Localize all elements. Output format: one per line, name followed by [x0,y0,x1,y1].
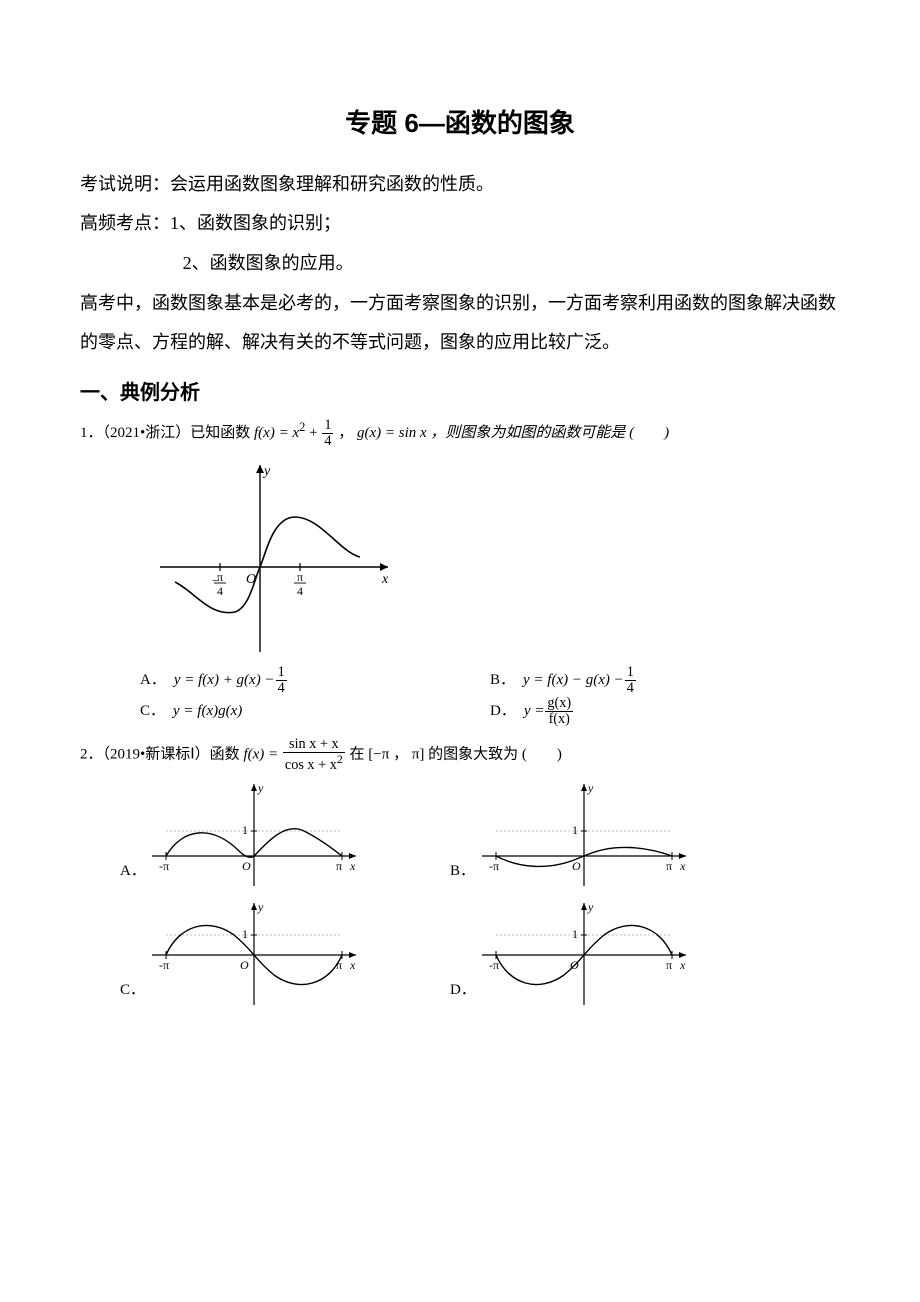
p1-graph-svg: y x O − π 4 π 4 [150,457,400,657]
svg-text:y: y [257,781,264,795]
p2-graph-a: y x O -π π 1 [144,776,364,891]
intro-line-4: 高考中，函数图象基本是必考的，一方面考察图象的识别，一方面考察利用函数的图象解决… [80,284,840,363]
p1-optD-frac-den: f(x) [545,712,573,727]
page-title: 专题 6—函数的图象 [80,100,840,147]
svg-text:1: 1 [242,927,248,941]
svg-text:π: π [666,958,672,972]
p2-cell-a: A． y x O -π π 1 [120,776,450,891]
svg-text:π: π [336,859,342,873]
p2-prefix: 2．（2019•新课标Ⅰ）函数 [80,746,243,762]
svg-text:O: O [240,958,249,972]
p2-graph-c: y x O -π π 1 [144,895,364,1010]
svg-text:O: O [242,859,251,873]
p1-x-label: x [381,572,389,587]
p1-opt-a: A． y = f(x) + g(x) − 14 [140,665,490,696]
p1-optB-frac-den: 4 [625,681,636,696]
p1-optD-label: D． [490,698,516,725]
intro-line-1: 考试说明：会运用函数图象理解和研究函数的性质。 [80,165,840,205]
p1-origin-label: O [246,572,256,587]
svg-text:O: O [572,859,581,873]
p1-optA-label: A． [140,667,166,694]
problem-1-graph: y x O − π 4 π 4 [150,457,840,657]
svg-text:-π: -π [159,859,169,873]
p1-optA-frac-num: 1 [276,665,287,681]
svg-text:π: π [297,570,303,584]
svg-text:4: 4 [217,584,223,598]
svg-text:x: x [679,859,686,873]
p1-plus: + [309,425,321,441]
p2-label-c: C． [120,977,144,1010]
p1-optB-frac: 14 [625,665,636,696]
svg-text:4: 4 [297,584,303,598]
p1-frac-den: 4 [322,434,333,449]
p1-optA-text: y = f(x) + g(x) − [174,667,275,694]
svg-text:-π: -π [489,859,499,873]
p2-cell-b: B． y x O -π π 1 [450,776,780,891]
svg-text:1: 1 [572,927,578,941]
p2-label-d: D． [450,977,474,1010]
p2-cell-c: C． y x O -π π 1 [120,895,450,1010]
svg-text:O: O [570,958,579,972]
p2-frac-den: cos x + x2 [283,753,345,773]
svg-text:π: π [217,570,223,584]
p1-optB-text: y = f(x) − g(x) − [523,667,624,694]
p1-frac: 14 [322,418,333,449]
p2-graph-d: y x O -π π 1 [474,895,694,1010]
p1-comma: ， [338,425,357,441]
p2-fx-lhs: f(x) = [243,746,281,762]
svg-text:x: x [349,859,356,873]
svg-text:x: x [349,958,356,972]
p2-frac-den-pre: cos x + x [285,756,337,772]
p1-optC-text: y = f(x)g(x) [173,698,242,725]
problem-2: 2．（2019•新课标Ⅰ）函数 f(x) = sin x + x cos x +… [80,737,840,773]
p1-opt-d: D． y = g(x)f(x) [490,696,840,727]
svg-text:y: y [257,900,264,914]
svg-text:-π: -π [159,958,169,972]
svg-text:1: 1 [572,823,578,837]
svg-text:-π: -π [489,958,499,972]
section-1-heading: 一、典例分析 [80,375,840,411]
p2-frac: sin x + x cos x + x2 [283,737,345,773]
svg-text:y: y [587,781,594,795]
p1-optD-frac-num: g(x) [545,696,573,712]
p2-frac-num: sin x + x [283,737,345,753]
p1-fx-sup: 2 [299,420,305,434]
svg-text:x: x [679,958,686,972]
p1-opt-c: C． y = f(x)g(x) [140,698,490,725]
p1-prefix: 1．（2021•浙江）已知函数 [80,425,254,441]
svg-text:π: π [336,958,342,972]
intro-line-2: 高频考点：1、函数图象的识别； [80,204,840,244]
p2-label-b: B． [450,858,474,891]
p1-y-label: y [262,464,271,479]
p1-optA-frac: 14 [276,665,287,696]
p1-options-row-1: A． y = f(x) + g(x) − 14 B． y = f(x) − g(… [140,665,840,696]
p1-options-row-2: C． y = f(x)g(x) D． y = g(x)f(x) [140,696,840,727]
p1-opt-b: B． y = f(x) − g(x) − 14 [490,665,840,696]
p1-optD-text: y = [524,698,545,725]
p1-gx: g(x) = sin x ，则图象为如图的函数可能是 ( ) [357,425,669,441]
p2-cell-d: D． y x O -π π 1 [450,895,780,1010]
p1-fx-lhs: f(x) = x [254,425,299,441]
p1-optB-frac-num: 1 [625,665,636,681]
problem-2-graphs: A． y x O -π π 1 B． [120,776,840,1014]
intro-line-3: 2、函数图象的应用。 [80,244,840,284]
p2-suffix: 在 [−π ， π] 的图象大致为 ( ) [350,746,562,762]
p2-frac-den-sup: 2 [337,752,343,766]
svg-text:y: y [587,900,594,914]
p2-label-a: A． [120,858,144,891]
p1-optD-frac: g(x)f(x) [545,696,573,727]
p1-frac-num: 1 [322,418,333,434]
p1-optA-frac-den: 4 [276,681,287,696]
p2-graph-b: y x O -π π 1 [474,776,694,891]
svg-text:π: π [666,859,672,873]
p1-optC-label: C． [140,698,165,725]
p1-optB-label: B． [490,667,515,694]
svg-text:1: 1 [242,823,248,837]
problem-1: 1．（2021•浙江）已知函数 f(x) = x2 + 14 ， g(x) = … [80,417,840,449]
